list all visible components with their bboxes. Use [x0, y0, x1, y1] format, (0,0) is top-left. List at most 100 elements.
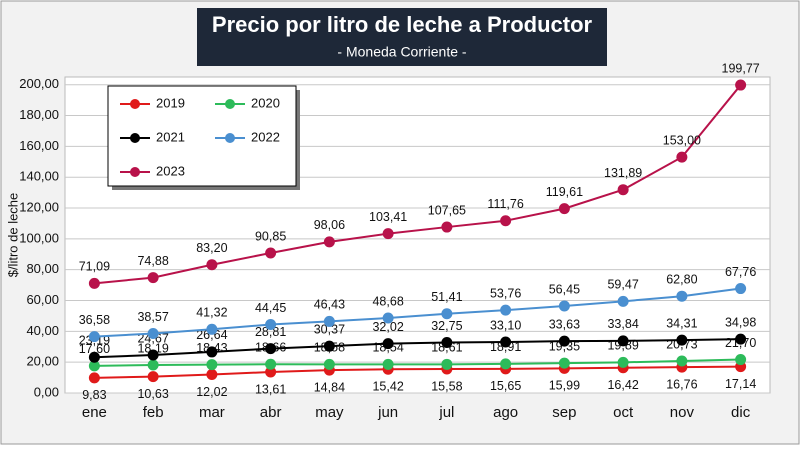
x-tick-label: oct — [613, 404, 634, 421]
point — [265, 358, 277, 370]
legend-marker — [130, 99, 140, 109]
point — [147, 359, 159, 371]
x-tick-label: sep — [552, 404, 576, 421]
data-label: 34,98 — [725, 315, 756, 329]
legend-label: 2021 — [156, 129, 185, 144]
point — [206, 323, 218, 335]
title-box — [197, 8, 607, 66]
legend-label: 2022 — [251, 129, 280, 144]
y-axis-label: $/litro de leche — [5, 193, 20, 278]
data-label: 71,09 — [79, 260, 110, 274]
data-label: 153,00 — [663, 133, 701, 147]
point — [676, 290, 688, 302]
y-tick-label: 0,00 — [34, 384, 59, 399]
point — [617, 184, 629, 196]
data-label: 103,41 — [369, 210, 407, 224]
point — [500, 215, 512, 227]
point — [441, 221, 453, 233]
point — [441, 358, 453, 370]
chart-title: Precio por litro de leche a Productor — [212, 12, 593, 37]
point — [382, 338, 394, 350]
data-label: 10,63 — [137, 387, 168, 401]
point — [323, 340, 335, 352]
data-label: 119,61 — [546, 185, 583, 199]
y-tick-label: 40,00 — [26, 323, 59, 338]
y-tick-label: 140,00 — [19, 169, 59, 184]
point — [206, 346, 218, 358]
y-tick-label: 20,00 — [26, 354, 59, 369]
point — [382, 312, 394, 324]
series-line — [94, 365, 741, 379]
y-tick-label: 80,00 — [26, 261, 59, 276]
point — [617, 335, 629, 347]
point — [558, 335, 570, 347]
data-label: 90,85 — [255, 229, 286, 243]
point — [500, 304, 512, 316]
legend-label: 2023 — [156, 163, 185, 178]
point — [206, 359, 218, 371]
data-label: 15,42 — [372, 380, 403, 394]
data-label: 56,45 — [549, 282, 580, 296]
y-tick-label: 160,00 — [19, 138, 59, 153]
point — [735, 333, 747, 345]
point — [382, 228, 394, 240]
data-label: 34,31 — [666, 316, 697, 330]
x-tick-label: abr — [260, 404, 282, 421]
data-label: 14,84 — [314, 380, 345, 394]
point — [206, 368, 218, 380]
x-tick-label: ene — [82, 404, 107, 421]
x-tick-label: mar — [199, 404, 225, 421]
data-label: 51,41 — [431, 290, 462, 304]
series-line — [94, 84, 742, 285]
x-tick-label: feb — [143, 404, 164, 421]
data-label: 98,06 — [314, 218, 345, 232]
point — [676, 355, 688, 367]
point — [265, 247, 277, 259]
data-label: 36,58 — [79, 313, 110, 327]
data-label: 33,10 — [490, 318, 521, 332]
x-tick-label: dic — [731, 404, 751, 421]
data-label: 33,63 — [549, 317, 580, 331]
point — [265, 343, 277, 355]
point — [88, 331, 100, 343]
point — [147, 371, 159, 383]
point — [558, 203, 570, 215]
point — [441, 337, 453, 349]
data-label: 48,68 — [372, 294, 403, 308]
data-label: 53,76 — [490, 286, 521, 300]
y-tick-label: 200,00 — [19, 76, 59, 91]
data-label: 26,64 — [196, 328, 227, 342]
data-label: 46,43 — [314, 298, 345, 312]
data-label: 32,75 — [431, 319, 462, 333]
data-label: 17,60 — [79, 342, 110, 356]
data-label: 15,65 — [490, 379, 521, 393]
data-label: 12,02 — [196, 385, 227, 399]
data-label: 199,77 — [722, 61, 760, 75]
point — [147, 349, 159, 361]
data-label: 67,76 — [725, 265, 756, 279]
data-label: 33,84 — [607, 317, 638, 331]
data-label: 38,57 — [137, 310, 168, 324]
data-label: 74,88 — [137, 254, 168, 268]
data-label: 9,83 — [82, 388, 106, 402]
data-label: 15,99 — [549, 379, 580, 393]
y-tick-label: 100,00 — [19, 230, 59, 245]
data-label: 18,19 — [137, 341, 168, 355]
legend-marker — [130, 133, 140, 143]
point — [617, 356, 629, 368]
data-label: 41,32 — [196, 306, 227, 320]
data-label: 16,76 — [666, 377, 697, 391]
y-tick-label: 120,00 — [19, 199, 59, 214]
point — [88, 360, 100, 372]
point — [676, 334, 688, 346]
data-label: 107,65 — [428, 203, 466, 217]
x-tick-label: jun — [377, 404, 398, 421]
point — [500, 336, 512, 348]
series-line — [94, 287, 741, 338]
data-label: 15,58 — [431, 379, 462, 393]
legend-marker — [225, 133, 235, 143]
point — [147, 328, 159, 340]
legend-marker — [225, 99, 235, 109]
point — [88, 351, 100, 363]
